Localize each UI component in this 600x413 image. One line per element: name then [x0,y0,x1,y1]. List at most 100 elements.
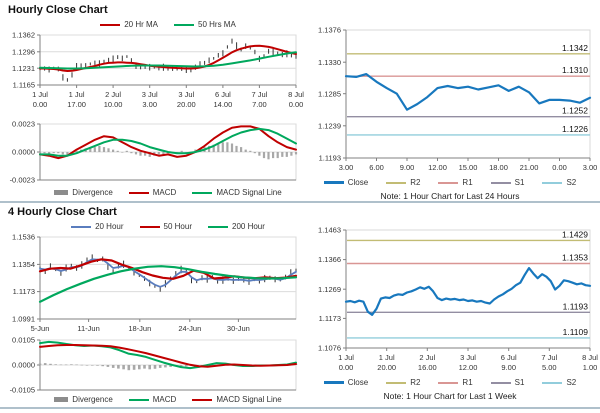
svg-text:2 Jul: 2 Jul [105,90,121,99]
bottom-divider [0,407,600,409]
svg-text:12.00: 12.00 [459,363,478,372]
svg-text:1 Jul: 1 Jul [69,90,85,99]
svg-text:3.00: 3.00 [339,163,354,172]
legend-label: MACD Signal Line [216,395,282,404]
svg-text:6 Jul: 6 Jul [215,90,231,99]
legend-label: Divergence [72,188,113,197]
svg-text:1.0991: 1.0991 [12,315,35,324]
svg-text:1.1362: 1.1362 [12,31,35,40]
svg-text:1.00: 1.00 [583,363,598,372]
svg-text:14.00: 14.00 [214,100,233,109]
legend-item: 200 Hour [208,222,265,231]
svg-text:1.1239: 1.1239 [318,121,341,130]
svg-text:1.1310: 1.1310 [562,65,588,75]
pivot-week-legend: Close R2 R1 S1 S2 [302,378,598,387]
svg-text:0.00: 0.00 [339,363,354,372]
svg-text:1 Jul: 1 Jul [338,353,354,362]
svg-text:1.1226: 1.1226 [562,124,588,134]
svg-text:18.00: 18.00 [489,163,508,172]
svg-text:5.00: 5.00 [542,363,557,372]
svg-text:3 Jul: 3 Jul [178,90,194,99]
four-hourly-macd-chart: 0.0105 0.0000 -0.0105 [10,336,298,395]
svg-text:17.00: 17.00 [67,100,86,109]
svg-text:-0.0105: -0.0105 [10,386,35,395]
legend-item: 50 Hrs MA [174,20,236,29]
legend-item: Close [323,178,369,187]
line-swatch-icon [208,225,228,228]
line-swatch-icon [192,191,213,194]
legend-item: 50 Hour [139,222,192,231]
svg-text:30-Jun: 30-Jun [227,324,250,333]
pivot-24h-legend: Close R2 R1 S1 S2 [302,178,598,187]
svg-text:18-Jun: 18-Jun [128,324,151,333]
svg-text:1.1173: 1.1173 [319,314,341,323]
svg-text:12.00: 12.00 [428,163,447,172]
legend-item: R2 [386,178,420,187]
svg-text:1.1109: 1.1109 [563,327,589,337]
line-swatch-icon [490,181,511,184]
svg-text:1.1342: 1.1342 [562,43,588,53]
svg-text:1.1076: 1.1076 [318,344,341,353]
svg-text:15.00: 15.00 [459,163,478,172]
legend-label: R1 [462,178,473,187]
legend-item: 20 Hr MA [100,20,158,29]
legend-item: Divergence [54,188,113,197]
line-swatch-icon [100,23,121,26]
svg-text:1.1354: 1.1354 [12,260,35,269]
legend-label: Close [347,378,369,387]
svg-text:11-Jun: 11-Jun [77,324,99,333]
svg-text:6.00: 6.00 [369,163,384,172]
svg-text:8 Jul: 8 Jul [582,353,598,362]
line-swatch-icon [174,23,194,26]
svg-text:1.1366: 1.1366 [318,255,341,264]
hourly-ma-legend: 20 Hr MA 50 Hrs MA [40,20,296,29]
svg-text:1.1330: 1.1330 [318,58,341,67]
line-swatch-icon [386,381,407,384]
legend-label: S1 [514,378,525,387]
svg-text:1.1429: 1.1429 [562,229,588,239]
legend-item: Close [323,378,369,387]
svg-text:24-Jun: 24-Jun [178,324,201,333]
legend-label: R1 [462,378,473,387]
svg-text:1.1353: 1.1353 [562,253,588,263]
line-swatch-icon [192,398,213,401]
svg-text:20.00: 20.00 [177,100,196,109]
line-swatch-icon [386,181,407,184]
legend-label: 20 Hr MA [124,20,158,29]
legend-label: MACD [152,395,177,404]
svg-text:3 Jul: 3 Jul [460,353,476,362]
legend-item: S1 [490,378,525,387]
svg-text:1.1463: 1.1463 [318,226,341,235]
svg-text:5-Jun: 5-Jun [31,324,50,333]
svg-text:1.1193: 1.1193 [319,154,341,163]
legend-label: 50 Hrs MA [198,20,236,29]
svg-text:-0.0023: -0.0023 [10,176,35,185]
pivot-week-note: Note: 1 Hour Chart for Last 1 Week [383,391,517,401]
legend-item: Divergence [54,395,113,404]
legend-label: Close [347,178,369,187]
svg-text:1.1193: 1.1193 [563,301,589,311]
legend-label: MACD Signal Line [216,188,282,197]
legend-item: S2 [542,178,576,187]
legend-label: Divergence [72,395,113,404]
legend-item: S2 [542,378,576,387]
legend-label: R2 [410,378,421,387]
svg-text:7 Jul: 7 Jul [541,353,557,362]
legend-label: S2 [566,178,577,187]
bar-swatch-icon [54,190,69,195]
svg-text:1.1376: 1.1376 [318,26,341,35]
legend-label: MACD [152,188,177,197]
svg-text:0.00: 0.00 [289,100,304,109]
svg-text:7.00: 7.00 [252,100,267,109]
fourh-ma-legend: 20 Hour 50 Hour 200 Hour [40,222,296,231]
line-swatch-icon [490,381,511,384]
svg-text:8 Jul: 8 Jul [288,90,304,99]
svg-text:7 Jul: 7 Jul [251,90,267,99]
svg-text:3.00: 3.00 [583,163,598,172]
legend-item: MACD Signal Line [192,395,282,404]
bar-swatch-icon [54,397,69,402]
